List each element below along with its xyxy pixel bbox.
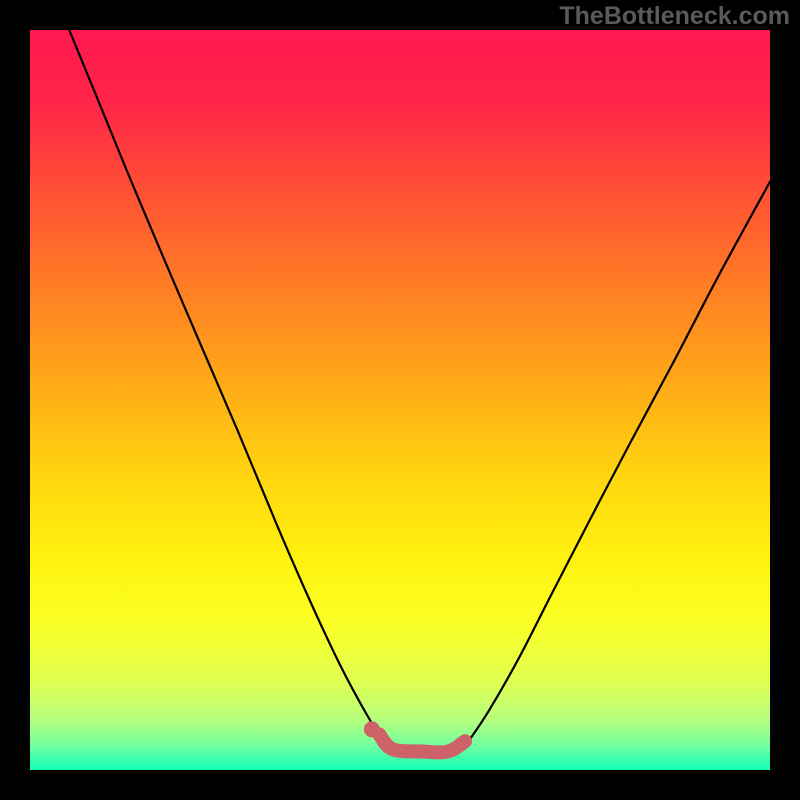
watermark-text: TheBottleneck.com xyxy=(559,2,790,31)
chart-container: TheBottleneck.com xyxy=(0,0,800,800)
gradient-background xyxy=(30,30,770,770)
plot-area xyxy=(30,30,770,770)
